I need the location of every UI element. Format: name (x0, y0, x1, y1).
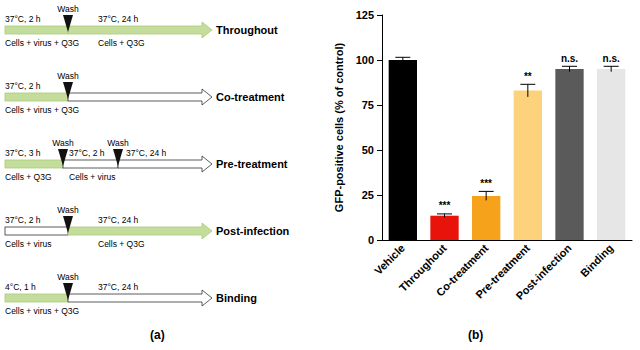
svg-text:37°C, 2 h: 37°C, 2 h (5, 215, 41, 225)
svg-text:25: 25 (362, 189, 374, 201)
svg-text:75: 75 (362, 99, 374, 111)
svg-text:37°C, 24 h: 37°C, 24 h (126, 148, 167, 158)
svg-text:37°C, 2 h: 37°C, 2 h (5, 14, 41, 24)
svg-text:Binding: Binding (216, 292, 257, 304)
svg-text:100: 100 (356, 54, 374, 66)
svg-text:37°C, 3 h: 37°C, 3 h (5, 148, 41, 158)
svg-text:n.s.: n.s. (603, 53, 620, 64)
svg-text:Binding: Binding (578, 242, 615, 279)
svg-text:Throughout: Throughout (216, 24, 278, 36)
svg-text:GFP-positive cells (% of contr: GFP-positive cells (% of control) (333, 43, 345, 213)
svg-text:Post-infection: Post-infection (513, 242, 573, 302)
svg-text:37°C, 24 h: 37°C, 24 h (98, 282, 139, 292)
svg-text:Cells + virus + Q3G: Cells + virus + Q3G (5, 38, 79, 48)
svg-text:***: *** (480, 178, 492, 189)
svg-text:Cells + virus: Cells + virus (5, 239, 52, 249)
svg-text:0: 0 (368, 234, 374, 246)
svg-text:Wash: Wash (57, 4, 79, 14)
svg-text:Pre-treatment: Pre-treatment (473, 241, 533, 301)
svg-text:Cells + virus: Cells + virus (69, 172, 116, 182)
svg-text:37°C, 2 h: 37°C, 2 h (69, 148, 105, 158)
svg-text:Cells + virus + Q3G: Cells + virus + Q3G (5, 105, 79, 115)
svg-text:Pre-treatment: Pre-treatment (216, 158, 288, 170)
svg-text:Cells + Q3G: Cells + Q3G (98, 38, 145, 48)
svg-text:Wash: Wash (57, 71, 79, 81)
svg-text:Wash: Wash (57, 205, 79, 215)
svg-text:Wash: Wash (52, 138, 74, 148)
svg-text:Vehicle: Vehicle (372, 242, 407, 277)
svg-text:37°C, 24 h: 37°C, 24 h (98, 215, 139, 225)
svg-text:***: *** (439, 200, 451, 211)
svg-text:Post-infection: Post-infection (216, 225, 290, 237)
html-text:(a): (a) (150, 328, 165, 342)
svg-text:n.s.: n.s. (561, 53, 578, 64)
svg-text:37°C, 2 h: 37°C, 2 h (5, 81, 41, 91)
svg-text:Cells + Q3G: Cells + Q3G (98, 239, 145, 249)
html-text:(b): (b) (468, 328, 484, 342)
svg-text:Cells + virus + Q3G: Cells + virus + Q3G (5, 306, 79, 316)
svg-text:37°C, 24 h: 37°C, 24 h (98, 14, 139, 24)
svg-text:50: 50 (362, 144, 374, 156)
svg-text:Co-treatment: Co-treatment (433, 241, 491, 299)
svg-text:4°C, 1 h: 4°C, 1 h (5, 282, 36, 292)
svg-text:**: ** (524, 71, 532, 82)
svg-text:Cells + Q3G: Cells + Q3G (5, 172, 52, 182)
svg-text:Wash: Wash (57, 272, 79, 282)
svg-text:Throughout: Throughout (396, 241, 449, 294)
svg-text:Co-treatment: Co-treatment (216, 91, 285, 103)
svg-text:Wash: Wash (107, 138, 129, 148)
svg-text:125: 125 (356, 9, 374, 21)
